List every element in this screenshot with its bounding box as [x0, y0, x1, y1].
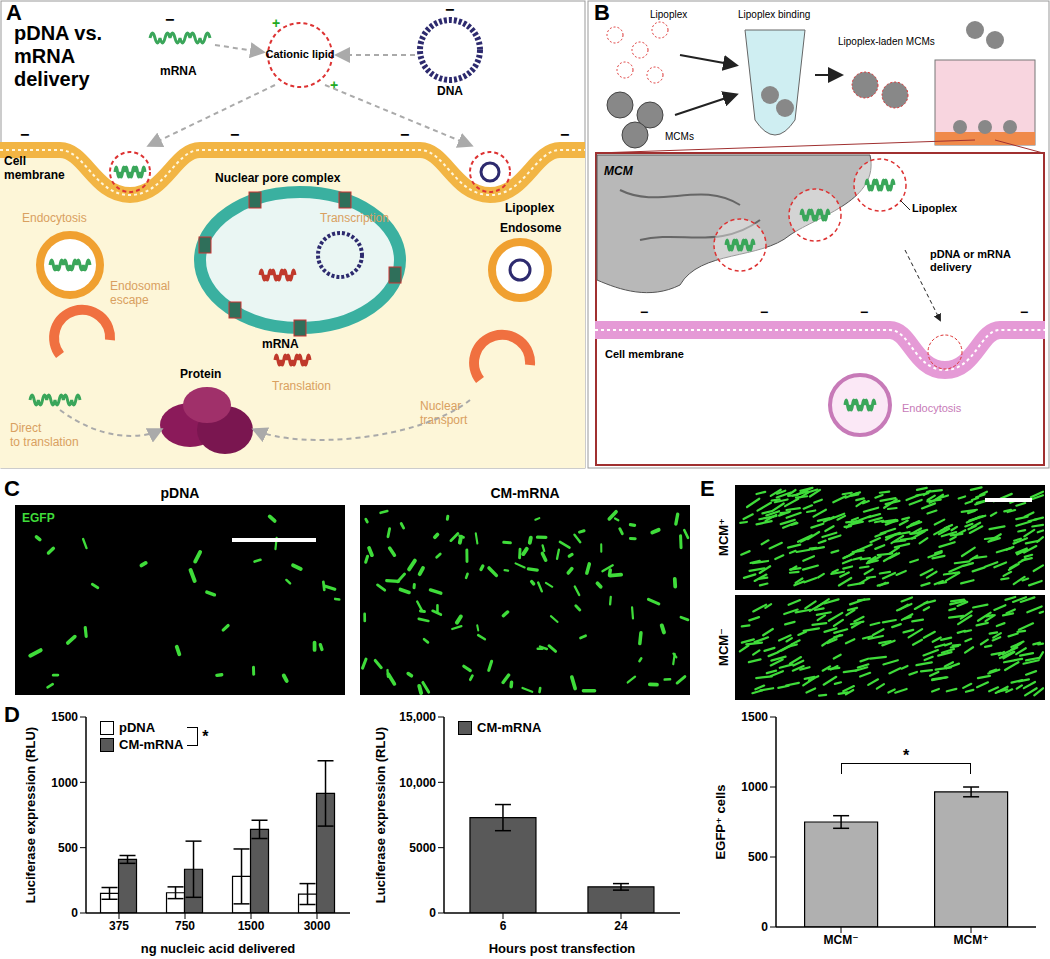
svg-text:−: − — [230, 126, 239, 143]
svg-text:Lipoplex: Lipoplex — [650, 9, 687, 20]
svg-text:Lipoplex: Lipoplex — [912, 202, 958, 214]
svg-text:−: − — [400, 126, 409, 143]
svg-text:Cell membrane: Cell membrane — [605, 348, 684, 360]
svg-text:−: − — [760, 304, 768, 320]
svg-text:500: 500 — [58, 841, 78, 855]
svg-text:Transcription: Transcription — [320, 211, 389, 225]
svg-text:A: A — [8, 0, 22, 25]
svg-text:−: − — [445, 1, 454, 18]
svg-text:D: D — [8, 702, 20, 727]
svg-text:Endocytosis: Endocytosis — [22, 211, 87, 225]
svg-text:−: − — [1020, 304, 1028, 320]
svg-text:EGFP: EGFP — [22, 511, 55, 525]
svg-text:Endosomalescape: Endosomalescape — [110, 279, 170, 307]
svg-text:pDNA or mRNAdelivery: pDNA or mRNAdelivery — [930, 248, 1011, 273]
svg-text:1500: 1500 — [741, 710, 768, 724]
svg-text:6: 6 — [500, 919, 507, 933]
svg-text:0: 0 — [761, 920, 768, 934]
svg-text:−: − — [640, 304, 648, 320]
svg-text:ng nucleic acid delivered: ng nucleic acid delivered — [141, 941, 296, 956]
svg-text:1000: 1000 — [741, 780, 768, 794]
svg-text:Hours post transfection: Hours post transfection — [489, 941, 636, 956]
html-text:CM-mRNA: CM-mRNA — [477, 720, 542, 735]
svg-text:E: E — [700, 476, 715, 501]
svg-text:mRNA: mRNA — [262, 337, 299, 351]
svg-text:Luciferase expression (RLU): Luciferase expression (RLU) — [373, 727, 388, 903]
svg-text:MCM⁻: MCM⁻ — [824, 933, 859, 947]
svg-text:15,000: 15,000 — [399, 710, 436, 724]
svg-text:MCMs: MCMs — [665, 131, 694, 142]
svg-text:+: + — [272, 15, 280, 31]
svg-text:24: 24 — [614, 919, 628, 933]
svg-text:C: C — [8, 476, 20, 501]
svg-text:pDNA: pDNA — [161, 485, 200, 501]
svg-text:1500: 1500 — [51, 710, 78, 724]
svg-text:−: − — [860, 304, 868, 320]
svg-text:CM-mRNA: CM-mRNA — [490, 485, 559, 501]
svg-text:Lipoplex: Lipoplex — [505, 201, 555, 215]
html-text:Nuclear: Nuclear — [420, 399, 462, 413]
svg-text:Endosome: Endosome — [500, 221, 562, 235]
html-text:CM-mRNA: CM-mRNA — [119, 737, 184, 752]
html-text:pDNA: pDNA — [119, 720, 156, 735]
svg-text:−: − — [560, 126, 569, 143]
svg-text:1500: 1500 — [238, 919, 265, 933]
svg-text:10,000: 10,000 — [399, 776, 436, 790]
svg-text:B: B — [594, 0, 610, 25]
svg-text:0: 0 — [429, 906, 436, 920]
svg-text:−: − — [20, 126, 29, 143]
svg-text:Cellmembrane: Cellmembrane — [8, 154, 65, 182]
svg-text:MCM⁺: MCM⁺ — [954, 933, 989, 947]
svg-text:DNA: DNA — [437, 84, 463, 98]
svg-text:MCM⁻: MCM⁻ — [716, 628, 731, 666]
svg-text:Translation: Translation — [272, 379, 331, 393]
svg-text:Protein: Protein — [180, 367, 221, 381]
svg-text:Cationic lipid: Cationic lipid — [265, 48, 334, 60]
svg-text:Lipoplex-laden MCMs: Lipoplex-laden MCMs — [838, 36, 935, 47]
svg-text:500: 500 — [748, 850, 768, 864]
svg-text:EGFP⁺ cells: EGFP⁺ cells — [713, 785, 728, 860]
html-text:transport: transport — [420, 412, 468, 427]
svg-text:Endocytosis: Endocytosis — [902, 402, 962, 414]
svg-text:3000: 3000 — [304, 919, 331, 933]
svg-text:Lipoplex binding: Lipoplex binding — [738, 9, 810, 20]
svg-text:MCM⁺: MCM⁺ — [716, 518, 731, 556]
svg-text:0: 0 — [71, 906, 78, 920]
svg-text:pDNA vs.mRNAdelivery: pDNA vs.mRNAdelivery — [14, 22, 102, 90]
svg-text:750: 750 — [175, 919, 195, 933]
svg-text:−: − — [165, 11, 174, 28]
svg-text:Directto translation: Directto translation — [10, 421, 79, 449]
svg-text:MCM: MCM — [604, 164, 634, 178]
svg-text:375: 375 — [109, 919, 129, 933]
svg-text:5000: 5000 — [409, 841, 436, 855]
svg-text:Nuclear pore complex: Nuclear pore complex — [215, 171, 341, 185]
svg-text:1000: 1000 — [51, 776, 78, 790]
svg-text:Luciferase expression (RLU): Luciferase expression (RLU) — [23, 727, 38, 903]
svg-text:mRNA: mRNA — [160, 64, 197, 78]
